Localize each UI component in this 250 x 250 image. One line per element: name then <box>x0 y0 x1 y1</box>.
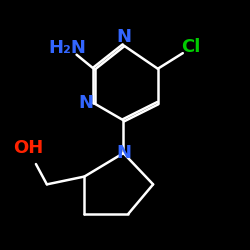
Text: Cl: Cl <box>181 38 200 56</box>
Text: H₂N: H₂N <box>48 39 86 57</box>
Text: N: N <box>78 94 94 112</box>
Text: N: N <box>116 144 131 162</box>
Text: OH: OH <box>13 140 43 158</box>
Text: N: N <box>116 28 131 46</box>
